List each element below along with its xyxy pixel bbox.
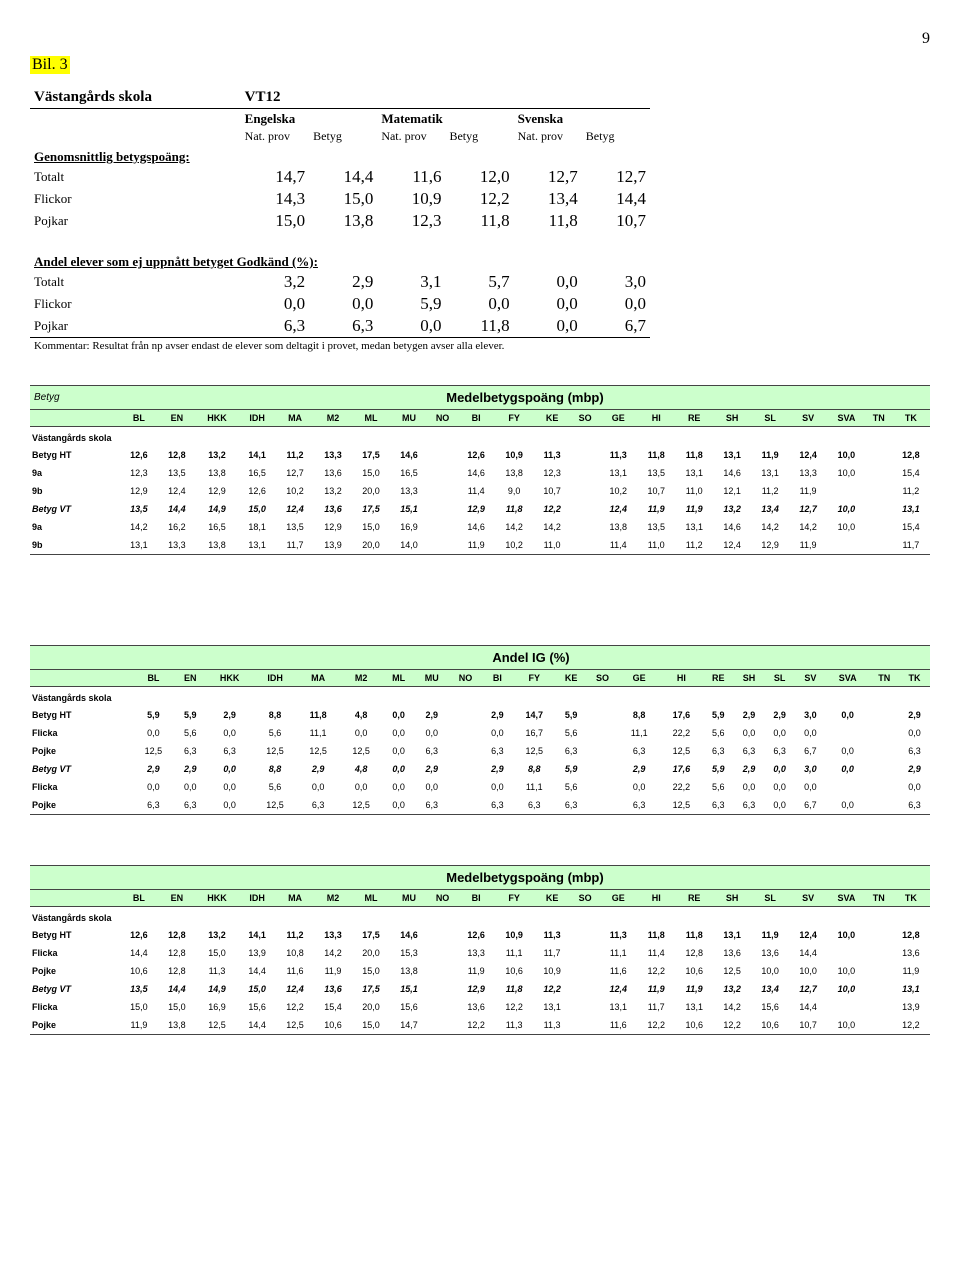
wide-table-2: Medelbetygspoäng (mbp)BLENHKKIDHMAM2MLMU… [30, 865, 930, 1035]
bil-label: Bil. 3 [30, 56, 70, 74]
page-number: 9 [30, 30, 930, 48]
wide-table-1: Andel IG (%)BLENHKKIDHMAM2MLMUNOBIFYKESO… [30, 645, 930, 815]
summary-table: Västangårds skolaVT12EngelskaMatematikSv… [30, 88, 650, 353]
wide-table-0: BetygMedelbetygspoäng (mbp)BLENHKKIDHMAM… [30, 385, 930, 555]
